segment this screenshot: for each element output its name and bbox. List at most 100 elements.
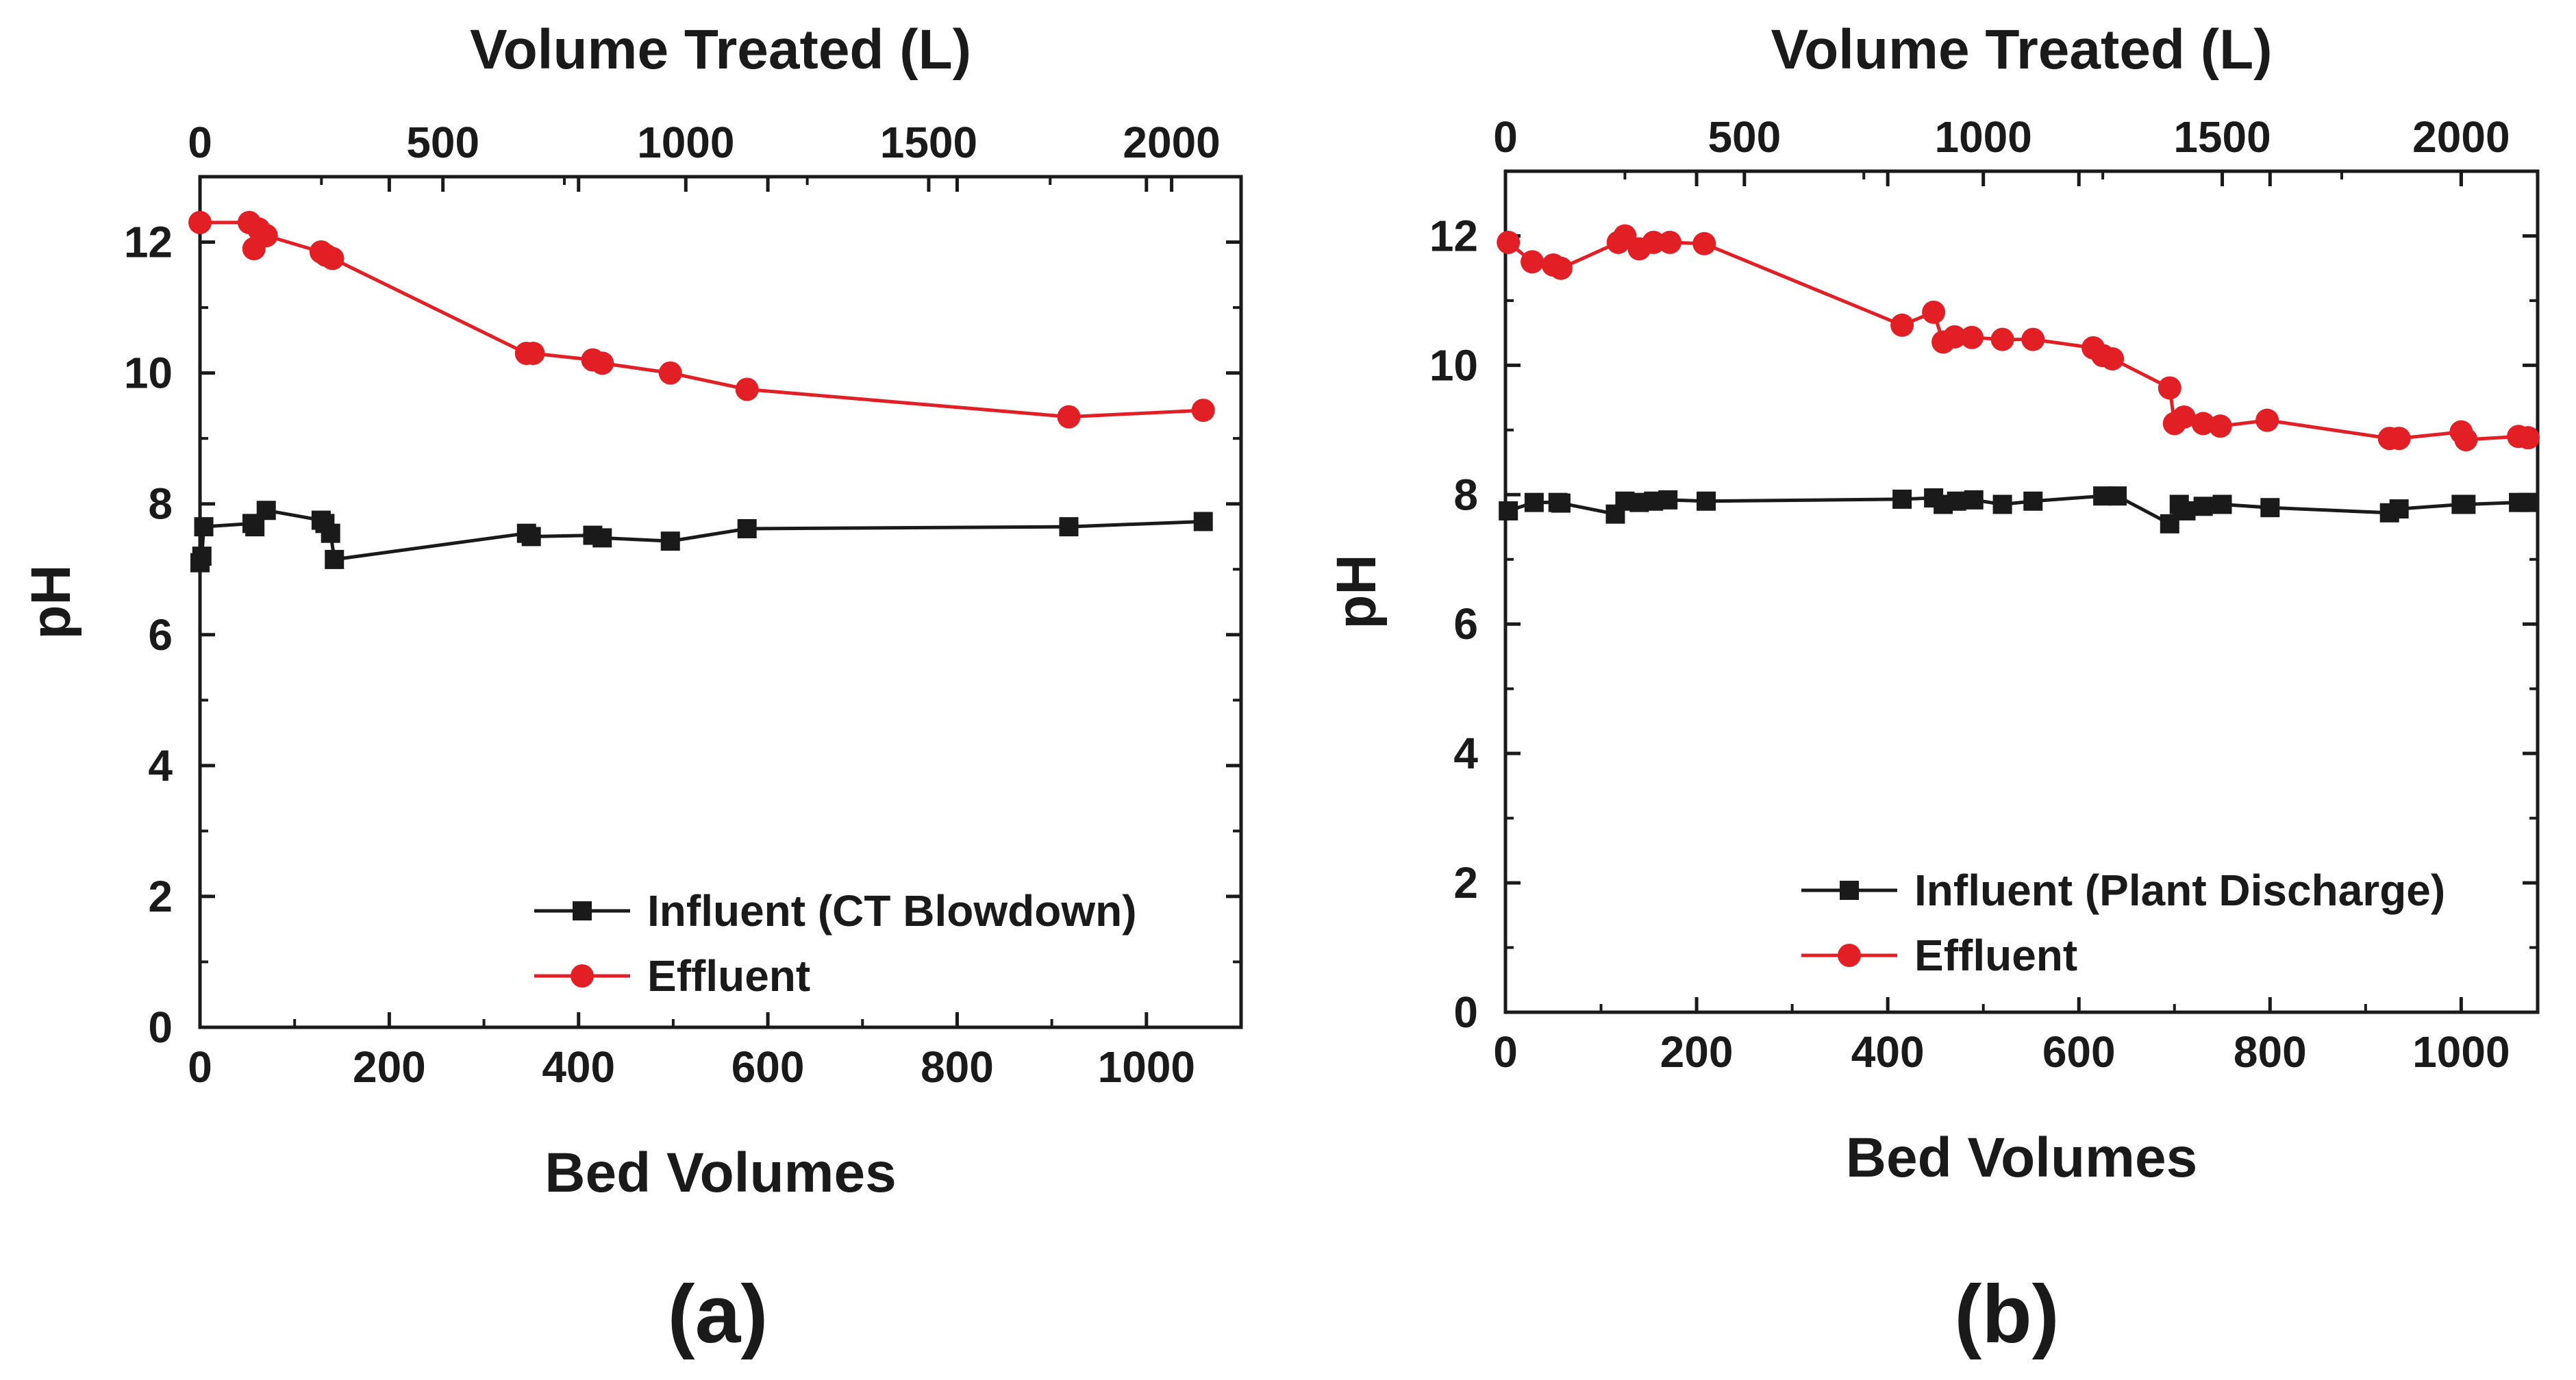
chart-b-x-tick-label: 400 xyxy=(1851,1027,1925,1077)
chart-a-y-tick-label: 6 xyxy=(148,610,173,660)
chart-b-top-x-tick-label: 0 xyxy=(1493,112,1518,162)
chart-a-data-point xyxy=(325,549,345,569)
chart-b-data-point xyxy=(2108,486,2127,506)
chart-b-data-point xyxy=(2158,376,2181,400)
chart-b-x-tick-label: 1000 xyxy=(2412,1027,2510,1077)
chart-b-y-tick-label: 2 xyxy=(1453,858,1478,907)
chart-b-series-effluent xyxy=(1497,224,2540,452)
chart-b-legend-marker xyxy=(1838,944,1861,967)
chart-b-data-point xyxy=(2387,427,2411,451)
chart-b: 0 200 400 600 800 1000 0 2 4 6 8 10 12 0 500 1000 1500 20… xyxy=(1325,18,2540,1360)
chart-a-top-x-tick-label: 2000 xyxy=(1123,118,1220,167)
chart-a-data-point xyxy=(735,377,759,401)
chart-a-legend: Influent (CT Blowdown) Effluent xyxy=(534,886,1137,1001)
chart-a-data-point xyxy=(658,361,682,385)
chart-b-data-point xyxy=(1658,230,1682,254)
chart-a-top-x-tick-label: 1000 xyxy=(637,118,734,167)
chart-b-data-point xyxy=(2172,405,2196,429)
chart-b-data-point xyxy=(1922,300,1946,324)
chart-a-panel-label: (a) xyxy=(668,1268,768,1360)
chart-b-data-point xyxy=(2021,327,2045,351)
chart-b-legend-marker xyxy=(1840,881,1859,900)
chart-b-x-tick-label: 200 xyxy=(1660,1027,1734,1077)
chart-b-data-point xyxy=(1521,250,1545,274)
chart-b-y-tick-label: 10 xyxy=(1429,340,1478,390)
chart-a-series-line xyxy=(200,221,1203,419)
chart-b-data-point xyxy=(1697,491,1716,511)
chart-a-plot-frame xyxy=(198,175,1243,1029)
chart-b-y-tick-label: 8 xyxy=(1453,470,1478,519)
chart-a-x-tick-label: 200 xyxy=(353,1042,426,1092)
chart-b-top-x-tick-label: 500 xyxy=(1708,112,1781,162)
chart-b-data-point xyxy=(2208,414,2232,438)
chart-b-series-influent xyxy=(1499,486,2538,534)
chart-b-data-point xyxy=(2023,491,2043,511)
chart-b-top-x-tick-label: 1000 xyxy=(1934,112,2031,162)
chart-b-top-x-axis-title: Volume Treated (L) xyxy=(1771,18,2272,81)
chart-a-y-tick-label: 12 xyxy=(124,218,173,267)
chart-b-data-point xyxy=(1960,325,1984,349)
chart-b-top-x-tick-label: 2000 xyxy=(2412,112,2510,162)
chart-a-x-tick-label: 600 xyxy=(731,1042,805,1092)
chart-a-data-point xyxy=(521,527,541,547)
chart-a-y-tick-label: 4 xyxy=(148,741,173,790)
chart-a-series-influent xyxy=(190,501,1213,573)
chart-b-legend-label: Influent (Plant Discharge) xyxy=(1914,866,2445,915)
chart-b-x-tick-label: 0 xyxy=(1493,1027,1518,1077)
chart-b-data-point xyxy=(1497,230,1521,254)
chart-b-data-point xyxy=(2193,497,2213,516)
chart-a-data-point xyxy=(590,351,614,375)
chart-a-x-axis-title: Bed Volumes xyxy=(545,1142,896,1204)
chart-a-legend-marker xyxy=(571,964,594,988)
chart-b-data-point xyxy=(1524,492,1544,512)
chart-b-data-point xyxy=(1890,313,1914,337)
chart-a-data-point xyxy=(192,547,212,566)
chart-b-data-point xyxy=(1499,501,1518,520)
chart-b-top-x-tick-label: 1500 xyxy=(2173,112,2271,162)
chart-a-data-point xyxy=(256,501,276,520)
chart-b-data-point xyxy=(1990,327,2014,351)
chart-a-data-point xyxy=(521,341,545,365)
chart-b-x-tick-label: 600 xyxy=(2042,1027,2116,1077)
chart-b-data-point xyxy=(2255,408,2279,432)
chart-a-data-point xyxy=(1191,399,1215,423)
chart-a-top-x-tick-label: 0 xyxy=(188,118,212,167)
chart-a-data-point xyxy=(737,518,757,538)
chart-b-panel-label: (b) xyxy=(1954,1268,2059,1360)
chart-b-data-point xyxy=(1942,325,1966,349)
chart-b-plot-frame xyxy=(1503,169,2540,1014)
chart-b-legend: Influent (Plant Discharge) Effluent xyxy=(1801,866,2445,980)
chart-b-x-tick-label: 800 xyxy=(2234,1027,2307,1077)
chart-b-series-line xyxy=(1507,234,2529,442)
chart-a-top-x-tick-label: 500 xyxy=(406,118,479,167)
chart-a: 0 200 400 600 800 1000 0 2 4 6 8 10 12 0 500 1000 1500 20… xyxy=(20,18,1243,1360)
chart-b-data-point xyxy=(2160,514,2179,534)
chart-a-top-x-axis-title: Volume Treated (L) xyxy=(470,18,971,81)
chart-b-x-axis-title: Bed Volumes xyxy=(1846,1127,2197,1189)
chart-b-y-axis-title: pH xyxy=(1325,554,1388,629)
chart-a-legend-label: Influent (CT Blowdown) xyxy=(647,886,1137,936)
chart-a-y-tick-label: 2 xyxy=(148,872,173,921)
chart-a-y-tick-label: 10 xyxy=(124,349,173,398)
chart-a-y-tick-label: 8 xyxy=(148,479,173,529)
chart-a-y-axis-title: pH xyxy=(20,564,82,639)
chart-a-data-point xyxy=(245,517,265,537)
chart-b-data-point xyxy=(2191,412,2215,436)
chart-a-x-tick-label: 400 xyxy=(542,1042,615,1092)
chart-a-x-tick-label: 800 xyxy=(921,1042,994,1092)
chart-b-data-point xyxy=(1549,256,1573,280)
chart-b-data-point xyxy=(1947,491,1966,511)
chart-a-top-x-tick-label: 1500 xyxy=(880,118,977,167)
chart-a-data-point xyxy=(1057,405,1081,429)
chart-a-y-tick-label: 0 xyxy=(148,1003,173,1052)
chart-b-data-point xyxy=(1964,490,1984,510)
chart-b-y-tick-label: 6 xyxy=(1453,599,1478,649)
chart-b-data-point xyxy=(2518,492,2538,512)
chart-b-data-point xyxy=(2101,347,2125,371)
chart-a-legend-marker xyxy=(573,901,592,920)
chart-a-data-point xyxy=(321,247,345,271)
chart-b-data-point xyxy=(2456,494,2476,514)
chart-a-legend-label: Effluent xyxy=(647,951,810,1001)
chart-b-data-point xyxy=(2454,428,2478,452)
